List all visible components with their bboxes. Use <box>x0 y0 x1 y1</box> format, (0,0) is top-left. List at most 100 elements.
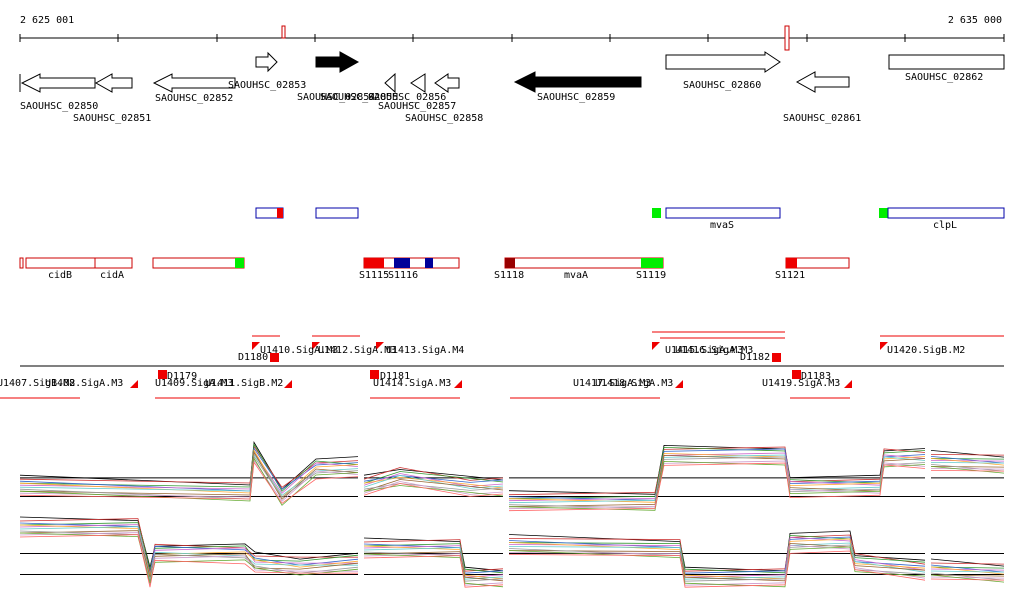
promoter-label: U1409.SigA.M3 <box>155 378 233 389</box>
expression-trace <box>19 449 359 498</box>
expression-trace <box>19 532 359 586</box>
promoter-label: D1179 <box>167 371 197 382</box>
promoter-label: D1183 <box>801 371 831 382</box>
feature-label: cidB <box>48 270 72 281</box>
expression-trace <box>508 534 926 574</box>
feature-label: mvaA <box>564 270 588 281</box>
expression-trace <box>363 543 504 574</box>
gene-label: SAOUHSC_02859 <box>537 92 615 103</box>
promoter-label: U1410.SigA.M3 <box>260 345 338 356</box>
promoter-label: U1413.SigA.M4 <box>386 345 464 356</box>
expression-trace <box>508 550 926 588</box>
promoter-label: U1407.SigB.M2 <box>0 378 75 389</box>
expression-trace <box>930 466 1005 468</box>
expression-trace <box>19 530 359 578</box>
expression-trace <box>19 534 359 588</box>
expression-trace <box>19 524 359 578</box>
promoter-label: U1416.SigA.M3 <box>675 345 753 356</box>
expression-trace <box>930 454 1005 456</box>
gene-label: SAOUHSC_02855 <box>320 92 398 103</box>
expression-trace <box>930 462 1005 464</box>
feature-label: S1116 <box>388 270 418 281</box>
expression-trace <box>930 562 1005 565</box>
expression-trace <box>363 473 504 487</box>
expression-trace <box>930 566 1005 575</box>
expression-trace <box>19 441 359 490</box>
promoter-label: U1420.SigB.M2 <box>887 345 965 356</box>
promoter-label: U1411.SigB.M2 <box>205 378 283 389</box>
expression-trace <box>930 460 1005 462</box>
expression-trace <box>930 470 1005 472</box>
feature-label: S1115 <box>359 270 389 281</box>
expression-trace <box>930 568 1005 571</box>
feature-label: S1118 <box>494 270 524 281</box>
gene-label: SAOUHSC_02853 <box>228 80 306 91</box>
expression-trace <box>363 471 504 484</box>
promoter-label: U1408.SigA.M3 <box>45 378 123 389</box>
expression-trace <box>19 447 359 492</box>
ruler-mark <box>784 25 790 51</box>
gene-label: SAOUHSC_02852 <box>155 93 233 104</box>
expression-trace <box>508 460 926 511</box>
expression-trace <box>930 468 1005 470</box>
expression-trace <box>930 572 1005 581</box>
expression-trace <box>930 458 1005 460</box>
expression-trace <box>363 479 504 492</box>
gene-label: SAOUHSC_02861 <box>783 113 861 124</box>
promoter-lines <box>0 331 1004 399</box>
expression-trace <box>19 522 359 574</box>
expression-trace <box>363 555 504 588</box>
expression-trace <box>930 578 1005 581</box>
feature-label: S1121 <box>775 270 805 281</box>
gene-label: SAOUHSC_02857 <box>378 101 456 112</box>
expression-trace <box>930 450 1005 458</box>
promoter-flags <box>130 342 888 388</box>
expression-trace <box>19 461 359 504</box>
expression-trace <box>363 483 504 497</box>
promoter-label: U1418.SigA.M3 <box>595 378 673 389</box>
expression-trace <box>19 453 359 496</box>
expression-trace <box>930 558 1005 567</box>
promoter-label: U1415.SigA.M3 <box>665 345 743 356</box>
promoter-label: U1419.SigA.M3 <box>762 378 840 389</box>
expression-trace <box>363 475 504 483</box>
promoter-label: D1182 <box>740 352 770 363</box>
gene-label: SAOUHSC_02851 <box>73 113 151 124</box>
expression-trace <box>508 444 926 495</box>
expression-trace <box>19 445 359 488</box>
promoter-label: U1414.SigA.M3 <box>373 378 451 389</box>
expression-trace <box>363 481 504 495</box>
gene-label: SAOUHSC_02856 <box>368 92 446 103</box>
promoter-label: U1417.SigA.M3 <box>573 378 651 389</box>
gene-label: SAOUHSC_02862 <box>905 72 983 83</box>
ruler-mark <box>281 25 286 39</box>
expression-trace <box>508 462 926 512</box>
promoter-label: D1180 <box>238 352 268 363</box>
gene-label: SAOUHSC_02858 <box>405 113 483 124</box>
expression-trace <box>19 522 359 570</box>
feature-label: clpL <box>933 220 957 231</box>
expression-trace <box>19 451 359 500</box>
expression-trace <box>930 456 1005 464</box>
expression-trace <box>930 464 1005 472</box>
expression-trace <box>19 526 359 580</box>
ruler-end: 2 635 000 <box>948 15 1002 26</box>
expression-panels <box>19 441 1005 588</box>
expression-trace <box>19 455 359 500</box>
expression-trace <box>19 459 359 502</box>
expression-trace <box>19 457 359 506</box>
expression-trace <box>363 545 504 580</box>
expression-trace <box>363 551 504 582</box>
expression-trace <box>930 564 1005 573</box>
expression-trace <box>930 574 1005 577</box>
expression-trace <box>930 576 1005 579</box>
expression-trace <box>19 443 359 492</box>
expression-trace <box>930 574 1005 583</box>
expression-trace <box>363 469 504 481</box>
expression-trace <box>363 483 504 491</box>
gene-label: SAOUHSC_02860 <box>683 80 761 91</box>
expression-trace <box>930 466 1005 474</box>
expression-trace <box>930 458 1005 466</box>
expression-trace <box>19 451 359 494</box>
